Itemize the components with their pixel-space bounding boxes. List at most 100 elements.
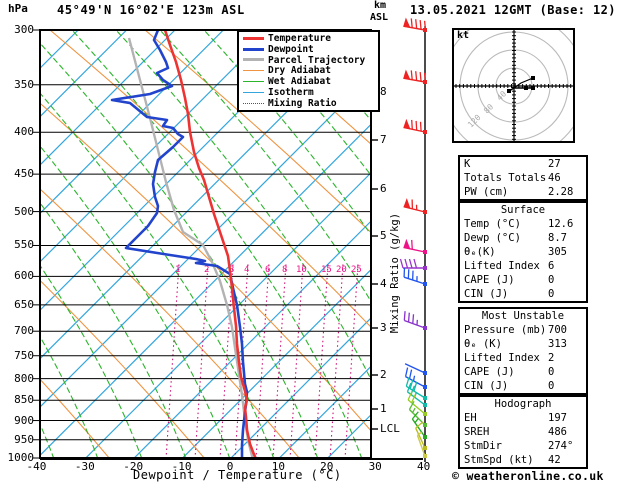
- mixing-ratio-label-6: 6: [265, 265, 270, 275]
- wind-barb: [411, 411, 427, 439]
- wind-level-marker: [423, 446, 427, 450]
- temp-tick-20: 20: [320, 460, 334, 473]
- wind-barb: [404, 363, 427, 375]
- row-label: CIN (J): [464, 380, 509, 392]
- temp-tick-0: 0: [226, 460, 234, 473]
- mixing-ratio-label-25: 25: [351, 265, 362, 275]
- row-value: 2: [548, 352, 555, 364]
- km-tick-5: 5: [380, 229, 387, 242]
- copyright: © weatheronline.co.uk: [452, 469, 604, 483]
- pressure-tick-800: 800: [14, 371, 34, 385]
- hodograph-point: [524, 86, 528, 90]
- row-label: StmSpd (kt): [464, 454, 534, 466]
- hodograph-point: [531, 86, 535, 90]
- km-tick-7: 7: [380, 133, 387, 146]
- pressure-tick-550: 550: [14, 238, 34, 252]
- wind-barb: [403, 311, 427, 330]
- wind-barb: [403, 238, 427, 254]
- legend-label: Mixing Ratio: [268, 97, 337, 109]
- table-title-surface: Surface: [500, 204, 546, 216]
- row-label: Temp (°C): [464, 218, 521, 230]
- hodograph-point: [531, 76, 535, 80]
- row-value: 274°: [548, 440, 574, 452]
- row-label: Dewp (°C): [464, 232, 521, 244]
- km-tick-3: 3: [380, 321, 387, 334]
- wind-level-marker: [423, 371, 427, 375]
- table-row-pw-cm-: PW (cm) 2.28: [460, 185, 586, 199]
- table-row-sreh: SREH 486: [460, 425, 586, 439]
- table-row--k-: θₑ(K) 305: [460, 245, 586, 259]
- row-value: 0: [548, 380, 555, 392]
- hodograph-unit-label: kt: [457, 30, 470, 41]
- wind-level-marker: [423, 403, 427, 407]
- table-row-lifted-index: Lifted Index 2: [460, 351, 586, 365]
- temp-tick-40: 40: [416, 460, 431, 473]
- legend-label: Isotherm: [268, 86, 314, 98]
- row-value: 0: [548, 274, 555, 286]
- legend-item-dewpoint: Dewpoint: [243, 44, 378, 55]
- legend-label: Dry Adiabat: [268, 65, 331, 77]
- wind-level-marker: [423, 396, 427, 400]
- row-value: 486: [548, 426, 567, 438]
- temp-tick-10: 10: [271, 460, 286, 473]
- pressure-axis-unit: hPa: [8, 2, 28, 15]
- table-row-cin-j-: CIN (J) 0: [460, 287, 586, 301]
- row-label: CAPE (J): [464, 274, 515, 286]
- wind-level-marker: [423, 326, 427, 330]
- table-title-hodograph: Hodograph: [494, 398, 552, 410]
- legend-line-sample: [243, 36, 264, 40]
- wind-barb: [416, 431, 427, 458]
- row-label: SREH: [464, 426, 490, 438]
- legend-line-sample: [243, 81, 264, 83]
- station-title: 45°49'N 16°02'E 123m ASL: [57, 3, 245, 17]
- row-label: PW (cm): [464, 186, 509, 198]
- row-label: θₑ (K): [464, 338, 502, 350]
- pressure-tick-1000: 1000: [7, 451, 35, 464]
- row-label: θₑ(K): [464, 246, 496, 258]
- legend: Temperature Dewpoint Parcel Trajectory Dry …: [237, 30, 380, 112]
- row-value: 0: [548, 288, 555, 300]
- temp-tick--10: -10: [171, 460, 192, 473]
- table-row-lifted-index: Lifted Index 6: [460, 259, 586, 273]
- row-value: 313: [548, 338, 567, 350]
- pressure-tick-900: 900: [14, 413, 34, 427]
- row-value: 12.6: [548, 218, 574, 230]
- wind-barb: [403, 118, 427, 134]
- pressure-tick-700: 700: [14, 324, 34, 338]
- wind-level-marker: [423, 385, 427, 389]
- wind-level-marker: [423, 250, 427, 254]
- row-label: Totals Totals: [464, 172, 547, 184]
- pressure-tick-650: 650: [14, 297, 34, 311]
- row-label: Lifted Index: [464, 352, 540, 364]
- table-row-k: K 27: [460, 157, 586, 171]
- table-surface: Surface Temp (°C) 12.6 Dewp (°C) 8.7 θₑ(K) 305…: [458, 201, 588, 303]
- x-axis-label: Dewpoint / Temperature (°C): [133, 468, 342, 482]
- temperature-curve: [163, 30, 257, 458]
- table-row-cape-j-: CAPE (J) 0: [460, 273, 586, 287]
- legend-label: Parcel Trajectory: [268, 54, 366, 66]
- mixing-ratio-label-1: 1: [175, 265, 180, 275]
- mixing-ratio-lines: 1 2 3 4 6 8 10 15 20 25: [165, 263, 362, 458]
- row-label: StmDir: [464, 440, 502, 452]
- legend-item-mixing-ratio: Mixing Ratio: [243, 98, 378, 109]
- table-row-totals-totals: Totals Totals 46: [460, 171, 586, 185]
- table-row-temp-°c-: Temp (°C) 12.6: [460, 217, 586, 231]
- wind-level-marker: [423, 266, 427, 270]
- table-row-eh: EH 197: [460, 411, 586, 425]
- table-row--k-: θₑ (K) 313: [460, 337, 586, 351]
- altitude-axis-unit-asl: ASL: [370, 12, 389, 23]
- row-value: 46: [548, 172, 561, 184]
- table-row-cin-j-: CIN (J) 0: [460, 379, 586, 393]
- lcl-label: LCL: [380, 422, 400, 435]
- row-label: Lifted Index: [464, 260, 540, 272]
- temp-tick--30: -30: [74, 460, 95, 473]
- hodograph-trace-upper: [513, 77, 534, 89]
- legend-item-dry-adiabat: Dry Adiabat: [243, 65, 378, 76]
- hodograph-trace: [508, 87, 533, 92]
- sounding-curves: [110, 30, 257, 458]
- row-value: 8.7: [548, 232, 567, 244]
- table-row-pressure-mb-: Pressure (mb) 700: [460, 323, 586, 337]
- temp-tick-30: 30: [368, 460, 382, 473]
